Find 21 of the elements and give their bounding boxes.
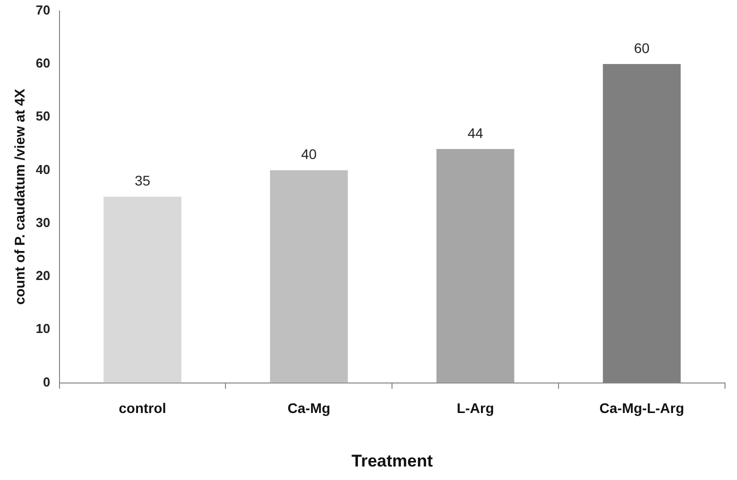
y-tick-label: 20	[36, 268, 50, 284]
x-tick-label: L-Arg	[456, 400, 494, 416]
data-label: 60	[634, 40, 650, 56]
y-tick-label: 60	[36, 56, 50, 71]
y-tick-label: 70	[36, 2, 50, 18]
x-tick-label: Ca-Mg-L-Arg	[599, 400, 684, 416]
y-tick-label: 0	[43, 374, 50, 390]
y-tick-label: 50	[36, 108, 50, 124]
x-tick-label: Ca-Mg	[288, 400, 330, 416]
data-label: 40	[301, 146, 317, 162]
y-tick-label: 10	[36, 321, 50, 336]
bar	[436, 148, 514, 383]
y-axis-title: count of P. caudatum /view at 4X	[11, 88, 28, 305]
y-tick-label: 30	[36, 214, 50, 230]
data-label: 44	[468, 124, 484, 141]
bar	[104, 196, 182, 383]
bar	[270, 170, 348, 383]
data-label: 35	[134, 172, 150, 189]
x-tick-label: control	[118, 400, 166, 416]
y-tick-label: 40	[36, 162, 50, 177]
x-axis-title: Treatment	[352, 451, 434, 470]
